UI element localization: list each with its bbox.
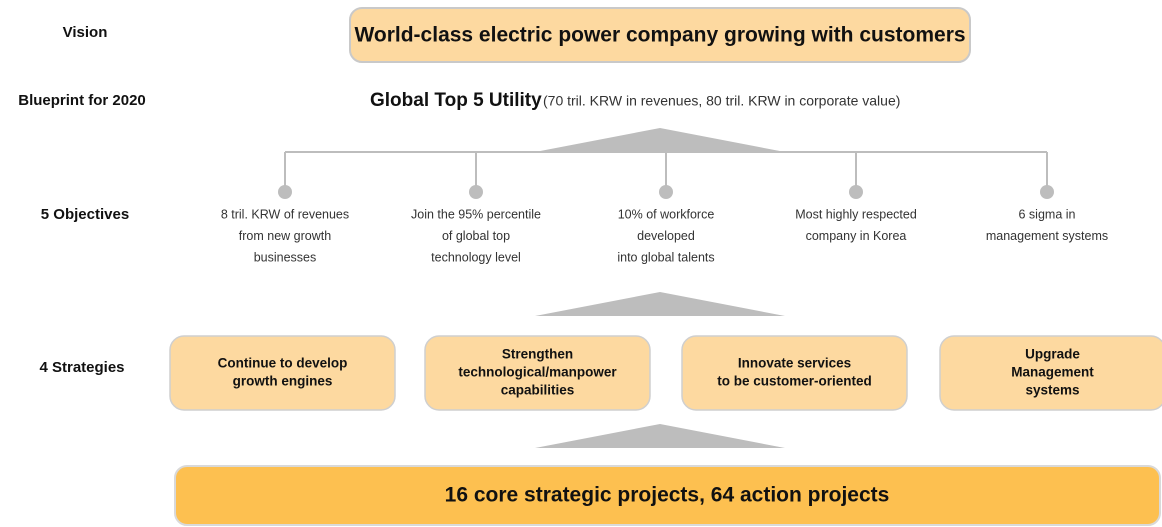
strategy-text: Continue to develop (218, 356, 348, 371)
objective-text: management systems (986, 229, 1108, 243)
dot (278, 185, 292, 199)
strategy-box (169, 335, 396, 411)
triangle (535, 128, 785, 152)
strategy-text: capabilities (501, 383, 575, 398)
strategy-box (681, 335, 908, 411)
objective-text: company in Korea (806, 229, 907, 243)
row-label: Vision (63, 24, 108, 41)
objective-text: into global talents (617, 250, 714, 264)
projects-box (174, 465, 1161, 526)
strategy-box (939, 335, 1162, 411)
strategy-text: growth engines (233, 374, 333, 389)
row-label: 5 Objectives (41, 206, 129, 223)
vision-text: World-class electric power company growi… (354, 24, 965, 47)
dot (469, 185, 483, 199)
objective-text: businesses (254, 250, 317, 264)
objective-text: developed (637, 229, 695, 243)
objective-text: of global top (442, 229, 510, 243)
objective-text: from new growth (239, 229, 331, 243)
objective-text: Most highly respected (795, 207, 917, 221)
strategy-text: Management (1011, 365, 1094, 380)
blueprint-detail: (70 tril. KRW in revenues, 80 tril. KRW … (543, 93, 900, 109)
row-label: Blueprint for 2020 (18, 92, 146, 109)
triangle (535, 292, 785, 316)
strategy-text: technological/manpower (458, 365, 617, 380)
objective-text: Join the 95% percentile (411, 207, 541, 221)
strategy-text: systems (1025, 383, 1079, 398)
objective-text: 8 tril. KRW of revenues (221, 207, 349, 221)
strategy-text: Upgrade (1025, 347, 1080, 362)
strategy-text: to be customer-oriented (717, 374, 872, 389)
triangle (535, 424, 785, 448)
dot (659, 185, 673, 199)
projects-text: 16 core strategic projects, 64 action pr… (445, 484, 890, 507)
objective-text: technology level (431, 250, 521, 264)
dot (1040, 185, 1054, 199)
strategy-box (424, 335, 651, 411)
row-label: 4 Strategies (39, 359, 124, 376)
objective-text: 6 sigma in (1019, 207, 1076, 221)
vision-box (349, 7, 971, 63)
dot (849, 185, 863, 199)
strategy-text: Innovate services (738, 356, 851, 371)
strategy-text: Strengthen (502, 347, 573, 362)
objective-text: 10% of workforce (618, 207, 715, 221)
blueprint-title: Global Top 5 Utility (370, 90, 542, 111)
